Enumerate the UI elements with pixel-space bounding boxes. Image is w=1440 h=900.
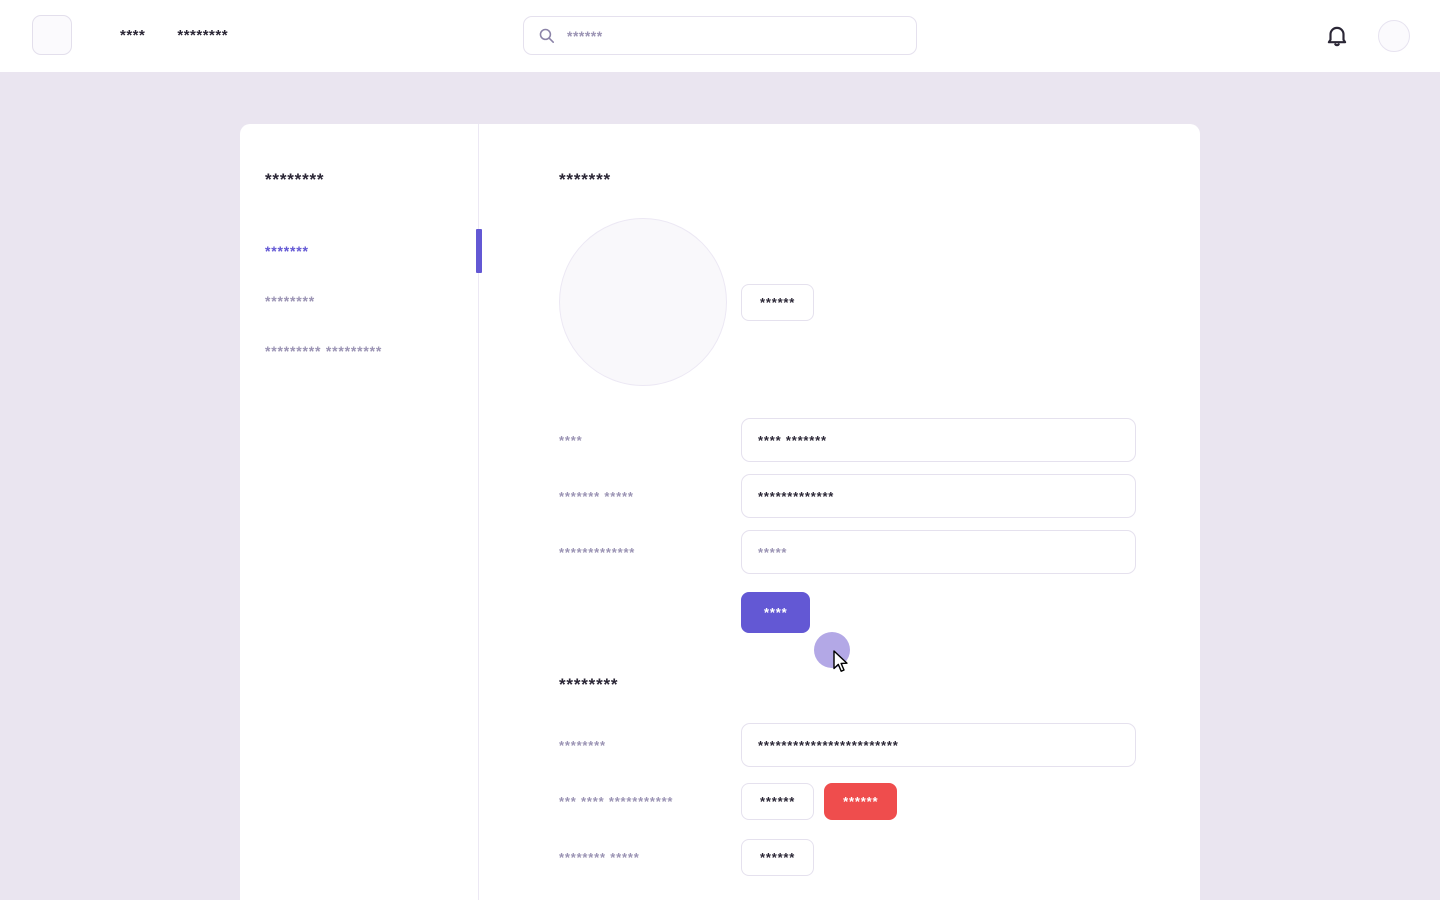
brand-name: **** bbox=[120, 26, 146, 44]
top-navigation-bar: **** ******** bbox=[0, 0, 1440, 72]
profile-photo-row: ****** bbox=[559, 218, 1136, 386]
display-name-input[interactable] bbox=[741, 474, 1136, 518]
profile-field-display-name: ******* ***** bbox=[559, 474, 1136, 518]
profile-field-bio: ************* bbox=[559, 530, 1136, 574]
sidebar-title: ******** bbox=[265, 170, 325, 189]
sidebar-nav: ******* ******** ********* ********* bbox=[240, 226, 482, 376]
two-factor-status-button[interactable]: ****** bbox=[741, 782, 815, 820]
field-label: ******* ***** bbox=[559, 488, 634, 504]
topbar-actions bbox=[1324, 0, 1410, 72]
profile-save-row: **** bbox=[741, 592, 1136, 633]
sidebar-item-label: ******** bbox=[265, 293, 315, 309]
two-factor-disable-button[interactable]: ****** bbox=[824, 782, 898, 820]
field-label: ******** bbox=[559, 737, 606, 753]
search-icon bbox=[538, 27, 555, 44]
name-input[interactable] bbox=[741, 418, 1136, 462]
save-button[interactable]: **** bbox=[741, 592, 811, 633]
field-label: *** **** *********** bbox=[559, 793, 674, 809]
section-spacer bbox=[559, 633, 1136, 675]
avatar[interactable] bbox=[1378, 20, 1410, 52]
profile-section-title: ******* bbox=[559, 170, 611, 189]
brand-subtitle: ******** bbox=[177, 26, 229, 44]
settings-sidebar: ******** ******* ******** ********* ****… bbox=[240, 124, 482, 900]
password-input[interactable] bbox=[741, 723, 1136, 767]
sidebar-item-profile[interactable]: ******* bbox=[240, 226, 482, 276]
field-label: ************* bbox=[559, 544, 636, 560]
field-label: ******** ***** bbox=[559, 849, 640, 865]
security-field-password: ******** bbox=[559, 723, 1136, 767]
profile-field-name: **** bbox=[559, 418, 1136, 462]
bell-icon[interactable] bbox=[1324, 23, 1350, 49]
sidebar-item-notifications[interactable]: ********* ********* bbox=[240, 326, 478, 376]
search-bar[interactable] bbox=[523, 16, 917, 55]
sidebar-item-label: ******* bbox=[265, 243, 309, 259]
sidebar-item-security[interactable]: ******** bbox=[240, 276, 478, 326]
bio-input[interactable] bbox=[741, 530, 1136, 574]
field-label: **** bbox=[559, 432, 583, 448]
profile-photo-placeholder[interactable] bbox=[559, 218, 727, 386]
upload-photo-button[interactable]: ****** bbox=[741, 283, 815, 321]
security-field-two-factor: *** **** *********** ****** ****** bbox=[559, 779, 1136, 823]
settings-card: ******** ******* ******** ********* ****… bbox=[240, 124, 1200, 900]
sessions-action-button[interactable]: ****** bbox=[741, 838, 815, 876]
security-field-sessions: ******** ***** ****** bbox=[559, 835, 1136, 879]
sidebar-item-label: ********* ********* bbox=[265, 343, 383, 359]
logo-icon[interactable] bbox=[32, 15, 72, 55]
profile-photo-actions: ****** bbox=[741, 283, 815, 321]
settings-content: ******* ****** **** **** *** **** * ******… bbox=[479, 124, 1200, 900]
brand-block: **** ******** bbox=[32, 15, 228, 55]
search-input[interactable] bbox=[567, 27, 887, 44]
security-section-title: ******** bbox=[559, 675, 619, 694]
